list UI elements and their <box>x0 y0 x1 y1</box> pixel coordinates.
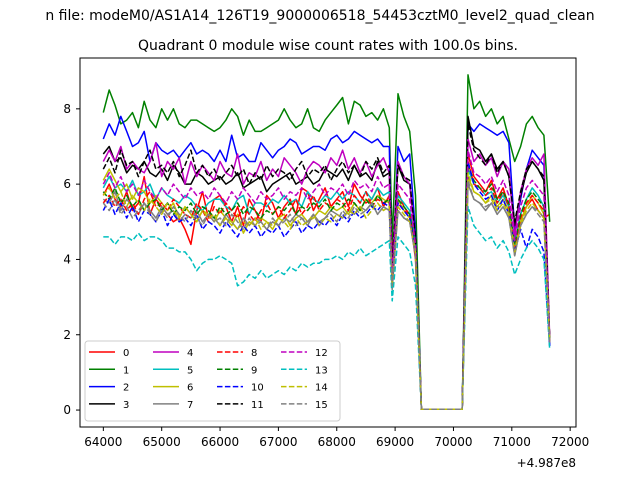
y-tick-label: 6 <box>63 177 71 191</box>
legend-label-3: 3 <box>123 400 129 411</box>
y-tick-label: 4 <box>63 252 71 266</box>
x-tick-label: 67000 <box>259 435 297 449</box>
series-line-1 <box>102 74 551 411</box>
y-tick-label: 0 <box>63 403 71 417</box>
chart-title: Quadrant 0 module wise count rates with … <box>138 38 518 54</box>
series-line-13 <box>103 205 551 411</box>
y-tick-label: 2 <box>63 328 71 342</box>
legend-label-8: 8 <box>251 348 257 359</box>
legend-box <box>84 340 341 422</box>
suptitle: n file: modeM0/AS1A14_126T19_9000006518_… <box>45 8 594 24</box>
plot-area <box>102 74 551 411</box>
x-tick-label: 64000 <box>84 435 122 449</box>
series-line-2 <box>102 115 551 411</box>
axes-frame <box>79 57 577 428</box>
legend-label-5: 5 <box>187 365 193 376</box>
legend-label-1: 1 <box>123 365 129 376</box>
x-tick-label: 66000 <box>201 435 239 449</box>
x-tick-label: 70000 <box>434 435 472 449</box>
legend-label-7: 7 <box>187 400 193 411</box>
x-tick-label: 65000 <box>143 435 181 449</box>
legend-label-4: 4 <box>187 348 193 359</box>
series-line-12 <box>102 149 551 411</box>
y-tick-label: 8 <box>63 102 71 116</box>
x-tick-label: 68000 <box>318 435 356 449</box>
series-line-4 <box>102 138 551 411</box>
x-tick-label: 72000 <box>551 435 589 449</box>
legend-label-9: 9 <box>251 365 257 376</box>
series-line-10 <box>102 160 551 411</box>
legend-label-12: 12 <box>315 348 328 359</box>
series-line-11 <box>102 123 551 411</box>
legend-label-10: 10 <box>251 383 264 394</box>
series-line-15 <box>102 179 551 411</box>
x-axis: 64000 65000 66000 67000 68000 69000 70000 71000… <box>84 427 589 449</box>
x-tick-label: 71000 <box>493 435 531 449</box>
series-line-14 <box>102 172 551 411</box>
y-axis: 0 2 4 6 8 <box>63 102 80 417</box>
legend-label-14: 14 <box>315 383 328 394</box>
series-line-9 <box>102 164 551 411</box>
legend-label-11: 11 <box>251 400 264 411</box>
legend-label-13: 13 <box>315 365 328 376</box>
legend-label-0: 0 <box>123 348 129 359</box>
x-offset-label: +4.987e8 <box>517 456 576 470</box>
legend-label-15: 15 <box>315 400 328 411</box>
legend-label-2: 2 <box>123 383 129 394</box>
series-line-3 <box>102 115 551 411</box>
x-tick-label: 69000 <box>376 435 414 449</box>
legend-label-6: 6 <box>187 383 193 394</box>
